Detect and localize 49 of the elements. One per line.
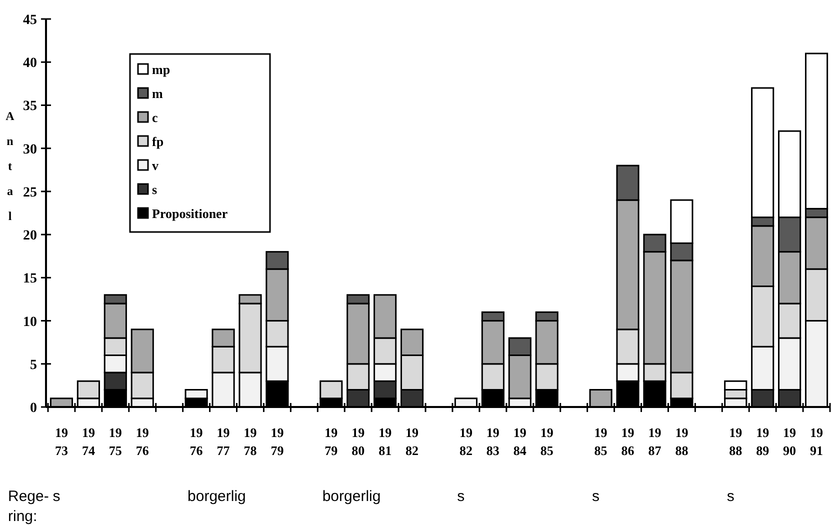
x-tick-label: 19 82 bbox=[459, 425, 473, 458]
legend-label: Propositioner bbox=[152, 206, 228, 221]
x-tick-label: 19 88 bbox=[675, 425, 689, 458]
x-tick-label: 19 80 bbox=[352, 425, 366, 458]
text: borgerlig bbox=[188, 488, 246, 505]
x-tick-label: 19 79 bbox=[324, 425, 338, 458]
legend-label: m bbox=[152, 86, 163, 101]
x-tick-label: 19 83 bbox=[486, 425, 500, 458]
x-tick-label: 19 82 bbox=[406, 425, 420, 458]
x-axis-title: Rege- ring: bbox=[8, 488, 49, 525]
y-tick-label: 15 bbox=[23, 272, 37, 287]
x-tick-label: 19 74 bbox=[82, 425, 96, 458]
legend-label: fp bbox=[152, 134, 164, 149]
text: s bbox=[457, 488, 465, 505]
x-tick-label: 19 76 bbox=[136, 425, 150, 458]
y-tick-label: 10 bbox=[23, 314, 37, 330]
x-tick-label: 19 78 bbox=[244, 425, 258, 458]
y-tick-label: 45 bbox=[23, 13, 37, 28]
x-tick-label: 19 73 bbox=[54, 425, 68, 458]
y-tick-label: 40 bbox=[23, 56, 37, 72]
y-tick-label: 0 bbox=[30, 401, 37, 416]
x-tick-label: 19 84 bbox=[513, 425, 527, 458]
x-tick-label: 19 79 bbox=[270, 425, 284, 458]
legend-label: v bbox=[152, 158, 159, 173]
text: s bbox=[592, 488, 600, 505]
text: s bbox=[726, 488, 734, 505]
x-tick-label: 19 90 bbox=[783, 425, 797, 458]
x-tick-label: 19 85 bbox=[540, 425, 554, 458]
y-tick-label: 25 bbox=[23, 185, 37, 200]
x-tick-label: 19 76 bbox=[190, 425, 204, 458]
text: s bbox=[52, 488, 60, 505]
x-tick-label: 19 81 bbox=[378, 425, 392, 458]
x-tick-label: 19 91 bbox=[810, 425, 824, 458]
x-tick-label: 19 89 bbox=[756, 425, 770, 458]
y-axis-title: Antal bbox=[6, 109, 15, 223]
legend-label: s bbox=[152, 182, 158, 197]
x-tick-label: 19 75 bbox=[108, 425, 122, 458]
y-tick-label: 35 bbox=[23, 99, 37, 114]
y-tick-label: 30 bbox=[23, 142, 37, 158]
x-tick-label: 19 77 bbox=[216, 425, 230, 458]
y-tick-label: 20 bbox=[23, 228, 37, 244]
legend-label: c bbox=[152, 110, 158, 125]
x-tick-label: 19 86 bbox=[621, 425, 635, 458]
x-tick-label: 19 87 bbox=[648, 425, 662, 458]
y-tick-label: 5 bbox=[30, 358, 37, 373]
x-tick-label: 19 88 bbox=[729, 425, 743, 458]
text: borgerlig bbox=[322, 488, 381, 505]
legend-label: mp bbox=[152, 62, 170, 77]
x-tick-label: 19 85 bbox=[594, 425, 608, 458]
